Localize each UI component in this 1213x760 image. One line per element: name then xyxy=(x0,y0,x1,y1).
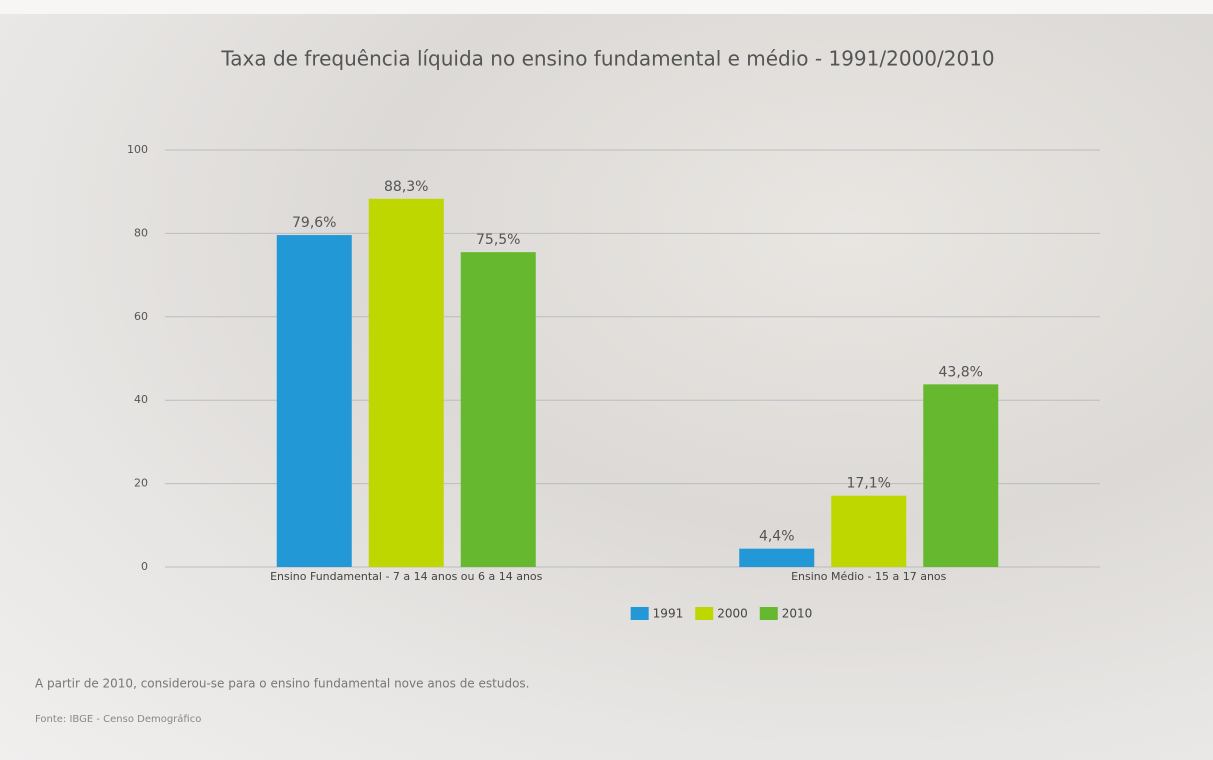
bar xyxy=(277,235,352,567)
y-tick-label: 40 xyxy=(134,393,148,406)
value-label: 75,5% xyxy=(476,232,520,248)
chart: Taxa de frequência líquida no ensino fun… xyxy=(0,0,1213,760)
bar xyxy=(831,496,906,567)
value-label: 17,1% xyxy=(847,476,891,492)
legend-swatch xyxy=(695,607,713,620)
legend-swatch xyxy=(760,607,778,620)
legend-label: 2000 xyxy=(717,607,748,621)
bar xyxy=(739,549,814,567)
bar xyxy=(461,252,536,567)
value-label: 79,6% xyxy=(292,215,336,231)
bar xyxy=(369,199,444,567)
value-label: 88,3% xyxy=(384,179,428,195)
note: A partir de 2010, considerou-se para o e… xyxy=(35,677,529,691)
source: Fonte: IBGE - Censo Demográfico xyxy=(35,713,201,725)
x-tick-label: Ensino Médio - 15 a 17 anos xyxy=(791,570,947,583)
x-tick-label: Ensino Fundamental - 7 a 14 anos ou 6 a … xyxy=(270,570,543,583)
top-band xyxy=(0,0,1213,14)
value-label: 4,4% xyxy=(759,529,795,545)
y-tick-label: 0 xyxy=(141,560,148,573)
page: Taxa de frequência líquida no ensino fun… xyxy=(0,0,1213,760)
chart-title: Taxa de frequência líquida no ensino fun… xyxy=(220,47,994,71)
legend-swatch xyxy=(631,607,649,620)
legend-label: 2010 xyxy=(782,607,813,621)
value-label: 43,8% xyxy=(939,364,983,380)
y-tick-label: 80 xyxy=(134,226,148,239)
y-tick-label: 100 xyxy=(127,143,148,156)
y-tick-label: 60 xyxy=(134,310,148,323)
legend-label: 1991 xyxy=(653,607,684,621)
bar xyxy=(923,384,998,567)
y-tick-label: 20 xyxy=(134,477,148,490)
